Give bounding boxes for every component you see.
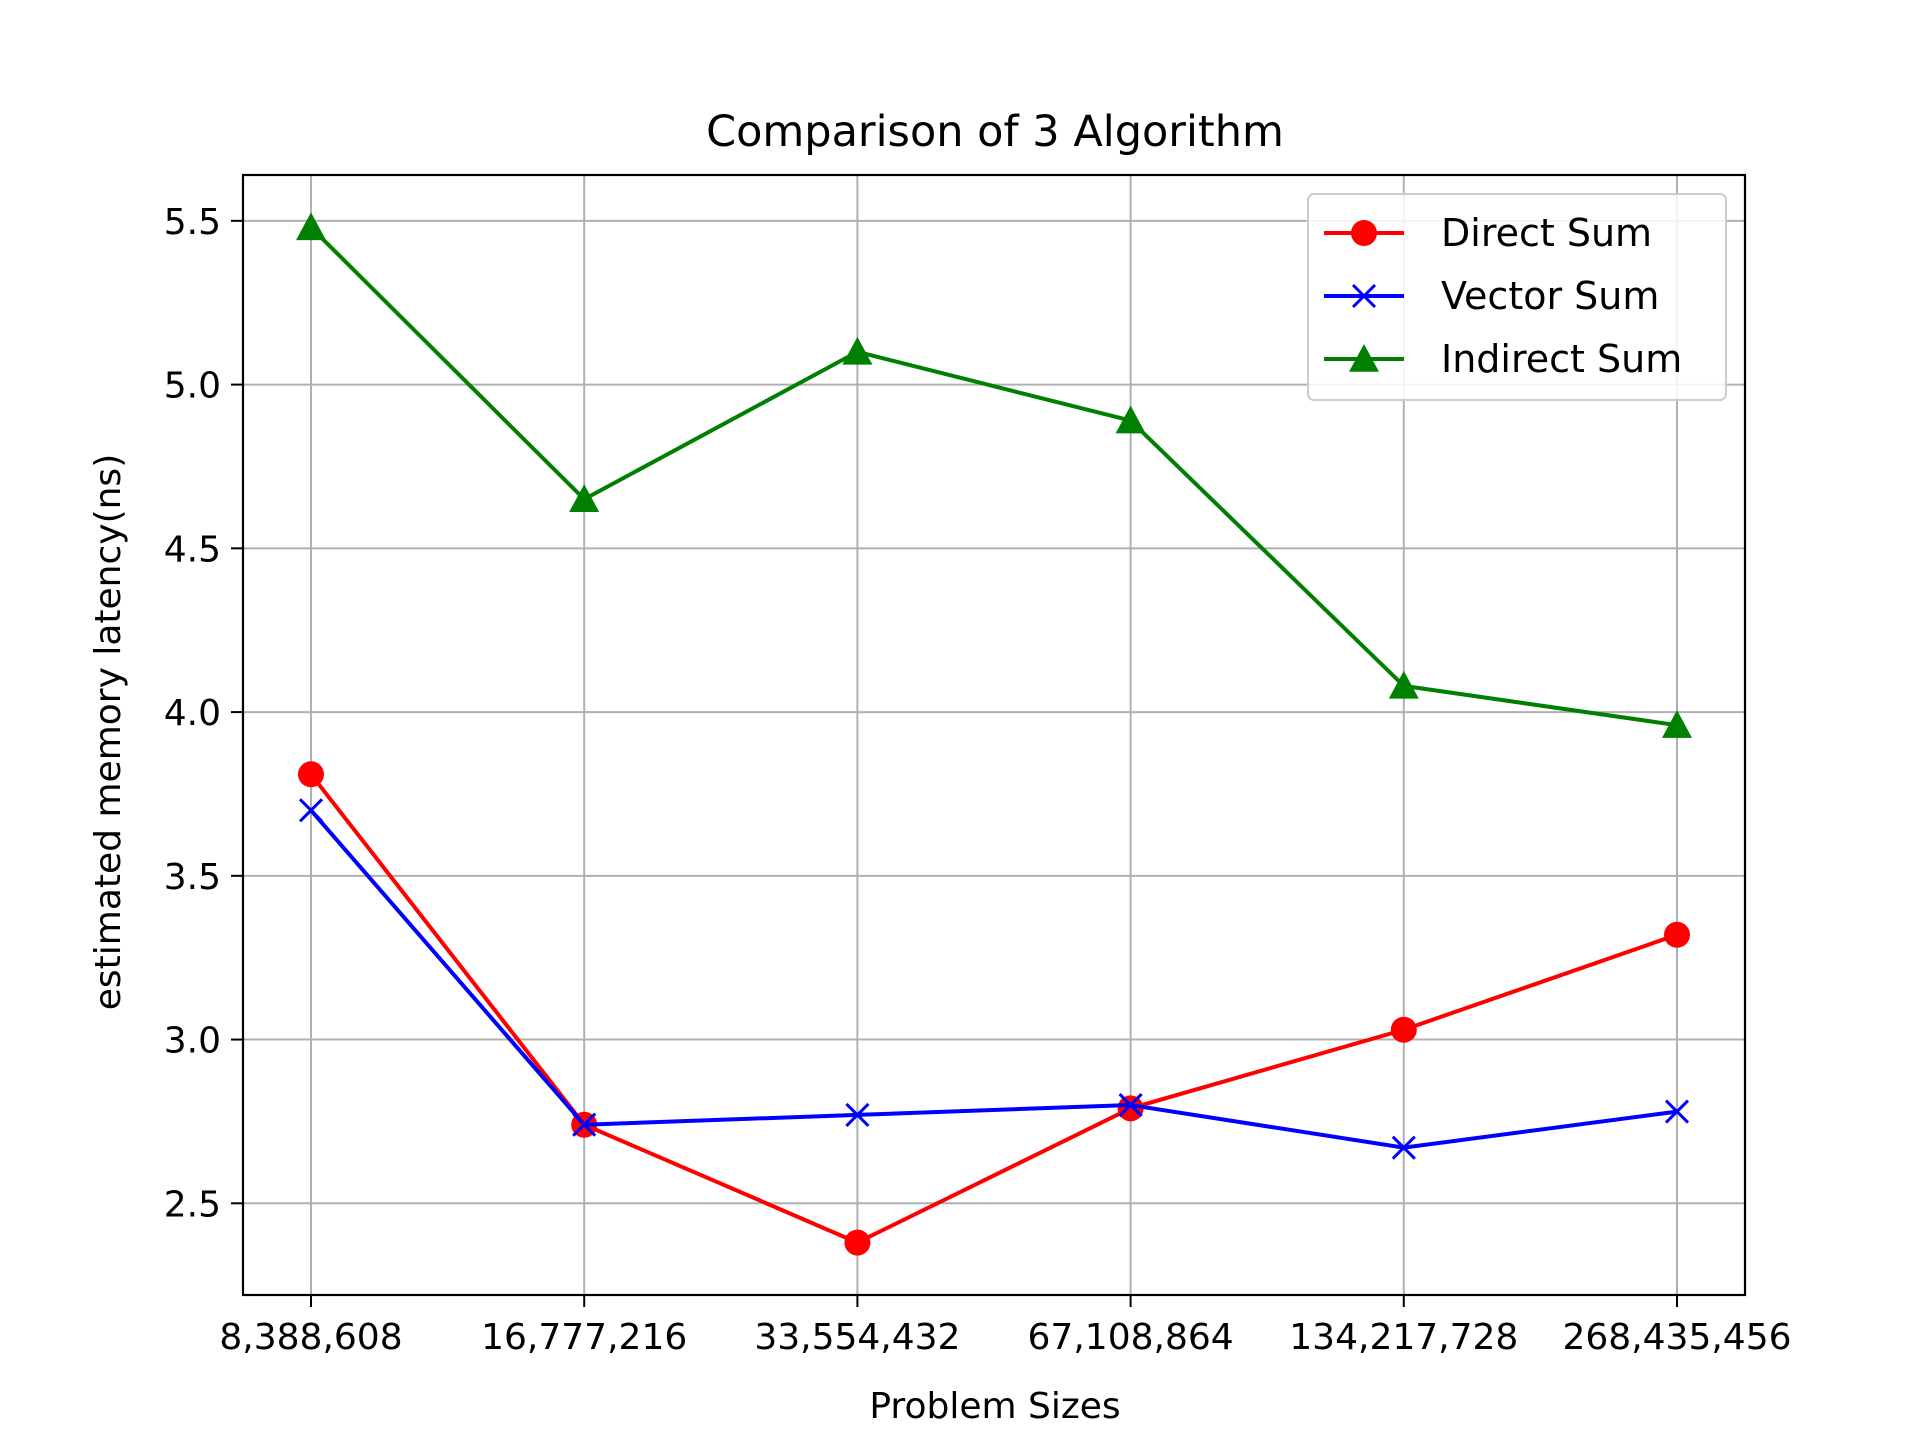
data-point-vector-sum	[572, 1112, 597, 1137]
x-marker-stroke	[1664, 1099, 1690, 1124]
data-point-direct-sum	[1390, 1016, 1417, 1043]
data-point-direct-sum	[298, 761, 324, 788]
series-line-direct-sum	[309, 773, 1678, 1245]
legend-item-vector-sum: Vector Sum	[1324, 274, 1659, 318]
legend-box	[1307, 193, 1727, 401]
data-point-vector-sum	[1391, 1135, 1416, 1160]
y-tick-label: 3.5	[164, 857, 221, 898]
data-point-vector-sum	[845, 1102, 870, 1127]
legend-swatch-marker	[1351, 220, 1377, 246]
chart-title: Comparison of 3 Algorithm	[706, 107, 1284, 157]
plot-frame	[241, 173, 1747, 1297]
legend-label: Indirect Sum	[1441, 337, 1682, 381]
legend-swatch-marker	[1349, 344, 1379, 372]
y-tick-label: 4.0	[164, 693, 221, 734]
data-point-indirect-sum	[1662, 710, 1692, 738]
data-point-vector-sum	[1118, 1092, 1143, 1118]
data-point-vector-sum	[298, 798, 324, 823]
data-point-indirect-sum	[842, 336, 873, 365]
x-marker-stroke	[298, 798, 324, 823]
y-tick-label: 4.5	[164, 529, 221, 570]
x-marker-stroke	[1118, 1092, 1143, 1118]
series-direct-sum	[298, 761, 1690, 1256]
series-layer	[296, 212, 1692, 1256]
x-marker-stroke	[1391, 1135, 1416, 1160]
x-marker-stroke	[1351, 283, 1377, 309]
series-vector-sum	[298, 798, 1690, 1160]
data-point-indirect-sum	[296, 212, 326, 241]
x-tick-label: 134,217,728	[1289, 1317, 1518, 1358]
y-tick-label: 2.5	[164, 1184, 221, 1225]
data-point-direct-sum	[1664, 921, 1690, 948]
data-point-direct-sum	[844, 1229, 871, 1256]
series-indirect-sum	[296, 212, 1692, 738]
legend-swatch-marker	[1351, 283, 1377, 309]
x-tick-label: 33,554,432	[754, 1317, 960, 1358]
data-point-direct-sum	[1117, 1095, 1144, 1122]
x-marker-stroke	[845, 1102, 870, 1127]
x-axis-label: Problem Sizes	[869, 1386, 1120, 1427]
x-tick-label: 268,435,456	[1562, 1317, 1791, 1358]
x-tick-label: 67,108,864	[1028, 1317, 1234, 1358]
legend: Direct Sum Vector Sum Indirect Sum	[1307, 193, 1727, 401]
legend-item-indirect-sum: Indirect Sum	[1324, 337, 1682, 381]
y-tick-label: 5.0	[164, 366, 221, 407]
x-tick-label: 16,777,216	[481, 1317, 687, 1358]
data-point-indirect-sum	[1115, 405, 1146, 434]
series-line-indirect-sum	[309, 225, 1678, 728]
axis-ticks: 8,388,608 16,777,216 33,554,432 67,108,864 1…	[164, 202, 1792, 1358]
data-point-indirect-sum	[569, 484, 600, 512]
legend-item-direct-sum: Direct Sum	[1324, 211, 1652, 255]
legend-label: Direct Sum	[1441, 211, 1652, 255]
legend-label: Vector Sum	[1441, 274, 1659, 318]
data-point-vector-sum	[1664, 1099, 1690, 1124]
series-line-vector-sum	[309, 809, 1678, 1150]
x-marker-stroke	[572, 1112, 597, 1137]
x-tick-label: 8,388,608	[219, 1317, 402, 1358]
y-tick-label: 3.0	[164, 1021, 221, 1062]
data-point-indirect-sum	[1388, 670, 1419, 699]
y-axis-label: estimated memory latency(ns)	[88, 454, 129, 1010]
y-tick-label: 5.5	[164, 202, 221, 243]
